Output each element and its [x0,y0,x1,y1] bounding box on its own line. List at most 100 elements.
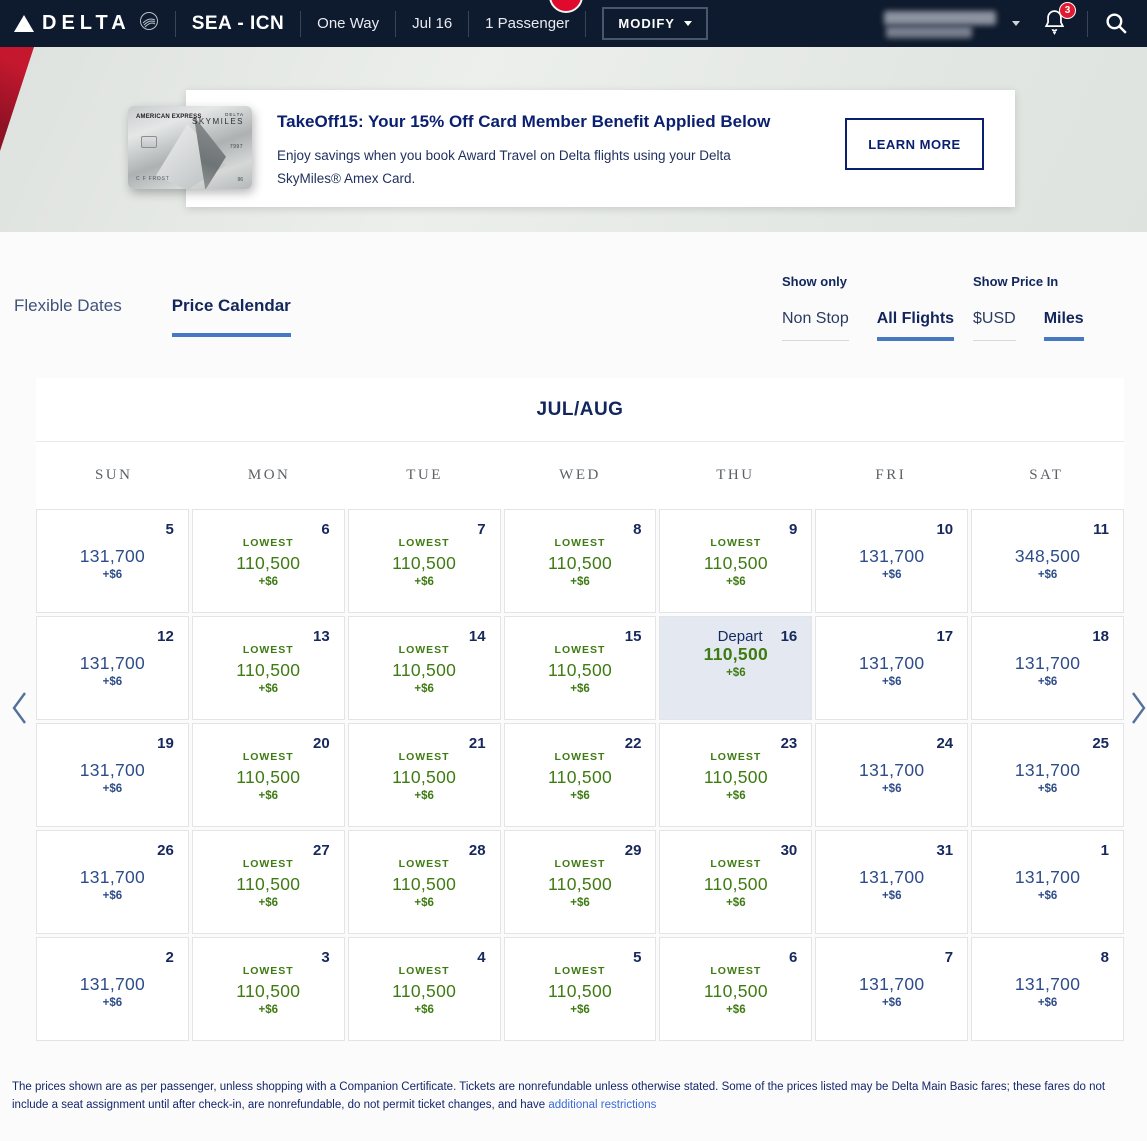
miles-price: 131,700 [859,546,925,566]
notification-count-badge: 3 [1059,1,1076,19]
calendar-day-cell[interactable]: 4 LOWEST 110,500 +$6 [347,937,501,1041]
calendar-day-cell[interactable]: 31 131,700 +$6 [815,830,969,934]
dow-sun: SUN [94,467,133,483]
taxes-fee: +$6 [258,576,279,588]
day-number: 7 [944,949,954,966]
day-number: 7 [477,521,486,538]
miles-price: 110,500 [547,767,613,787]
calendar-day-cell[interactable]: 20 LOWEST 110,500 +$6 [191,723,345,827]
day-number: 14 [468,628,486,645]
calendar-day-cell[interactable]: 6 LOWEST 110,500 +$6 [659,937,813,1041]
passenger-count-label[interactable]: 1 Passenger [485,15,570,32]
calendar-day-cell[interactable]: 8 LOWEST 110,500 +$6 [503,509,657,613]
day-number: 5 [633,949,642,966]
route-label[interactable]: SEA - ICN [191,12,285,34]
taxes-fee: +$6 [102,676,123,688]
calendar-day-cell[interactable]: 6 LOWEST 110,500 +$6 [191,509,345,613]
miles-price: 110,500 [547,660,613,680]
filter-miles[interactable]: Miles [1043,310,1084,341]
card-issuer-text: AMERICAN EXPRESS [136,114,202,120]
date-label[interactable]: Jul 16 [412,15,453,32]
calendar-day-cell[interactable]: 7 131,700 +$6 [815,937,969,1041]
delta-red-wedge-graphic [0,47,34,151]
day-number: 13 [313,628,330,645]
calendar-day-cell[interactable]: 9 LOWEST 110,500 +$6 [659,509,813,613]
taxes-fee: +$6 [726,790,746,802]
dow-mon: MON [247,467,291,483]
calendar-day-cell[interactable]: 29 LOWEST 110,500 +$6 [503,830,657,934]
banner-title: TakeOff15: Your 15% Off Card Member Bene… [277,112,771,131]
chevron-right-icon [1132,692,1146,724]
filter-usd[interactable]: $USD [973,310,1016,341]
day-number: 8 [1100,949,1109,966]
taxes-fee: +$6 [414,790,434,802]
calendar-day-cell[interactable]: 14 LOWEST 110,500 +$6 [347,616,501,720]
user-name-blurred[interactable] [884,9,1002,39]
calendar-day-cell[interactable]: 30 LOWEST 110,500 +$6 [659,830,813,934]
day-number: 19 [157,735,174,752]
calendar-day-cell[interactable]: 8 131,700 +$6 [971,937,1124,1041]
calendar-day-cell[interactable]: 21 LOWEST 110,500 +$6 [347,723,501,827]
calendar-day-cell[interactable]: 3 LOWEST 110,500 +$6 [191,937,345,1041]
calendar-day-cell[interactable]: 12 131,700 +$6 [36,616,189,720]
calendar-day-cell[interactable]: 23 LOWEST 110,500 +$6 [659,723,813,827]
lowest-tag: LOWEST [398,644,450,656]
card-contactless-digits: 7997 [229,144,243,150]
taxes-fee: +$6 [1037,569,1058,581]
banner-body-text: Enjoy savings when you book Award Travel… [277,148,731,186]
taxes-fee: +$6 [726,1004,746,1016]
disclaimer-text: The prices shown are as per passenger, u… [12,1081,1106,1112]
taxes-fee: +$6 [726,897,746,909]
card-chip-graphic [141,136,157,148]
taxes-fee: +$6 [258,1004,279,1016]
miles-price: 110,500 [547,553,613,573]
miles-price: 131,700 [1014,653,1081,673]
calendar-day-cell[interactable]: 2 131,700 +$6 [36,937,189,1041]
calendar-day-cell[interactable]: 22 LOWEST 110,500 +$6 [503,723,657,827]
miles-price: 348,500 [1014,546,1081,566]
calendar-day-cell[interactable]: 24 131,700 +$6 [815,723,969,827]
day-number: 26 [157,842,174,859]
day-number: 17 [936,628,954,645]
calendar-day-cell[interactable]: 18 131,700 +$6 [971,616,1124,720]
learn-more-button[interactable]: LEARN MORE [845,118,984,170]
day-number: 24 [936,735,954,752]
day-number: 16 [780,628,798,645]
promo-hero-section: AMERICAN EXPRESS DELTA SKYMILES 7997 C F… [0,47,1147,232]
tab-price-calendar[interactable]: Price Calendar [171,296,291,337]
calendar-day-cell[interactable]: 25 131,700 +$6 [971,723,1124,827]
calendar-day-cell[interactable]: 13 LOWEST 110,500 +$6 [191,616,345,720]
lowest-tag: LOWEST [710,751,762,763]
filter-non-stop[interactable]: Non Stop [782,310,849,341]
calendar-day-cell[interactable]: Depart 16 110,500 +$6 [659,616,813,720]
filter-all-flights[interactable]: All Flights [876,310,955,341]
additional-restrictions-link[interactable]: additional restrictions [548,1099,657,1112]
miles-price: 131,700 [79,867,146,887]
next-month-button[interactable] [1128,690,1147,731]
calendar-day-cell[interactable]: 1 131,700 +$6 [971,830,1124,934]
trip-type-label[interactable]: One Way [317,15,380,32]
calendar-day-cell[interactable]: 5 131,700 +$6 [36,509,189,613]
calendar-day-cell[interactable]: 19 131,700 +$6 [36,723,189,827]
tab-flexible-dates[interactable]: Flexible Dates [14,296,122,315]
modify-button[interactable]: MODIFY [602,7,708,40]
calendar-day-cell[interactable]: 17 131,700 +$6 [815,616,969,720]
calendar-day-cell[interactable]: 7 LOWEST 110,500 +$6 [347,509,501,613]
search-button[interactable] [1104,11,1129,36]
calendar-day-cell[interactable]: 27 LOWEST 110,500 +$6 [191,830,345,934]
previous-month-button[interactable] [10,690,30,731]
lowest-tag: LOWEST [242,644,294,656]
miles-price: 110,500 [392,660,457,680]
notifications-bell-button[interactable]: 3 [1042,1,1076,40]
miles-price: 110,500 [392,981,457,1001]
show-price-in-filter: Show Price In $USD Miles [973,274,1084,341]
calendar-day-cell[interactable]: 5 LOWEST 110,500 +$6 [503,937,657,1041]
calendar-day-cell[interactable]: 10 131,700 +$6 [815,509,969,613]
calendar-day-cell[interactable]: 11 348,500 +$6 [971,509,1124,613]
calendar-day-cell[interactable]: 26 131,700 +$6 [36,830,189,934]
taxes-fee: +$6 [726,576,746,588]
calendar-day-cell[interactable]: 28 LOWEST 110,500 +$6 [347,830,501,934]
calendar-day-cell[interactable]: 15 LOWEST 110,500 +$6 [503,616,657,720]
delta-logo[interactable]: DELTA [14,11,159,36]
taxes-fee: +$6 [1037,783,1058,795]
